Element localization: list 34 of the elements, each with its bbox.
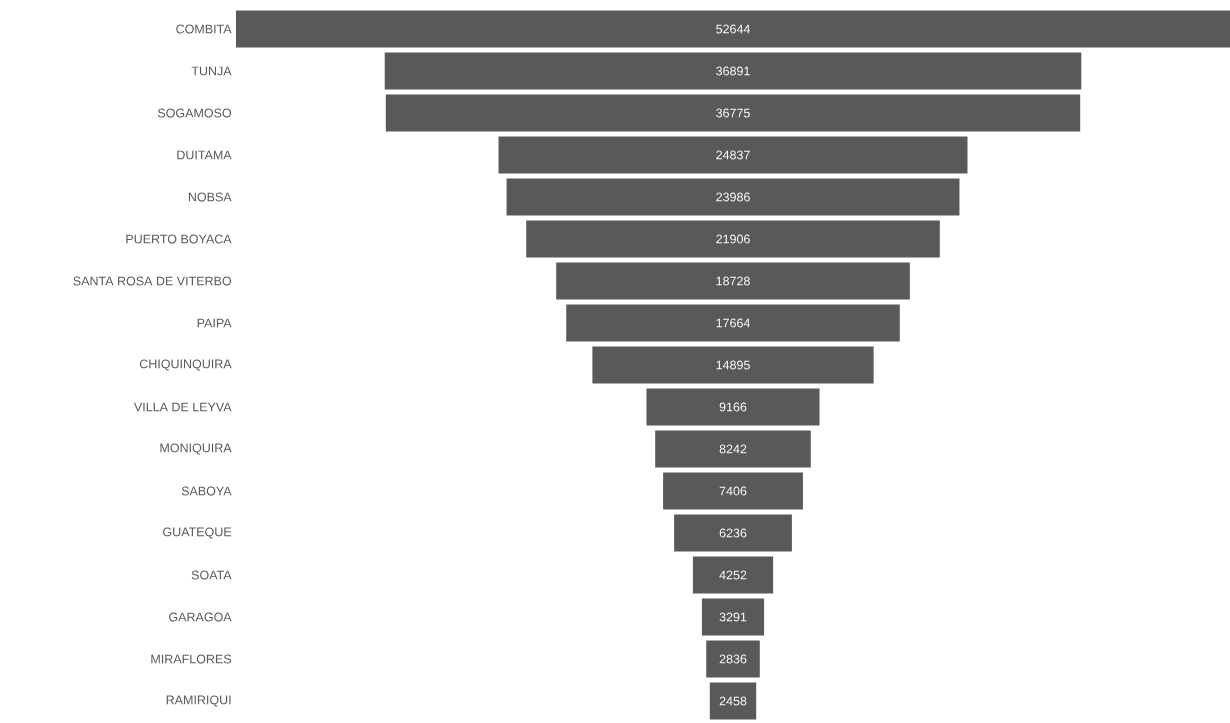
data-label: 52644 <box>716 24 751 34</box>
data-label: 3291 <box>719 612 747 622</box>
data-label: 8242 <box>719 444 747 454</box>
category-label: SOATA <box>191 570 232 580</box>
category-label: GUATEQUE <box>163 527 232 539</box>
data-label: 2836 <box>719 654 747 664</box>
category-label: SANTA ROSA DE VITERBO <box>73 276 232 286</box>
data-label: 18728 <box>716 276 750 286</box>
category-label: VILLA DE LEYVA <box>133 402 232 412</box>
data-label: 23986 <box>716 192 750 202</box>
data-label: 9166 <box>719 402 747 412</box>
category-label: TUNJA <box>191 66 232 76</box>
category-label: PAIPA <box>197 318 232 328</box>
data-label: 14895 <box>716 360 750 370</box>
data-label: 7406 <box>719 486 747 496</box>
data-label: 36891 <box>716 66 750 76</box>
category-label: DUITAMA <box>177 150 232 160</box>
data-label: 24837 <box>716 150 750 160</box>
data-label: 4252 <box>719 570 747 580</box>
category-label: RAMIRIQUI <box>166 695 231 707</box>
data-label: 17664 <box>716 318 751 328</box>
category-label: SABOYA <box>181 486 232 496</box>
category-label: CHIQUINQUIRA <box>139 359 232 371</box>
data-label: 2458 <box>719 696 747 706</box>
category-label: PUERTO BOYACA <box>126 234 232 244</box>
data-label: 36775 <box>716 108 750 118</box>
category-label: SOGAMOSO <box>157 108 232 118</box>
category-label: NOBSA <box>188 192 232 202</box>
category-label: COMBITA <box>176 24 232 34</box>
category-label: MONIQUIRA <box>160 443 232 455</box>
category-label: GARAGOA <box>169 612 232 622</box>
data-label: 21906 <box>716 234 750 244</box>
category-label: MIRAFLORES <box>151 654 232 664</box>
data-label: 6236 <box>719 528 747 538</box>
